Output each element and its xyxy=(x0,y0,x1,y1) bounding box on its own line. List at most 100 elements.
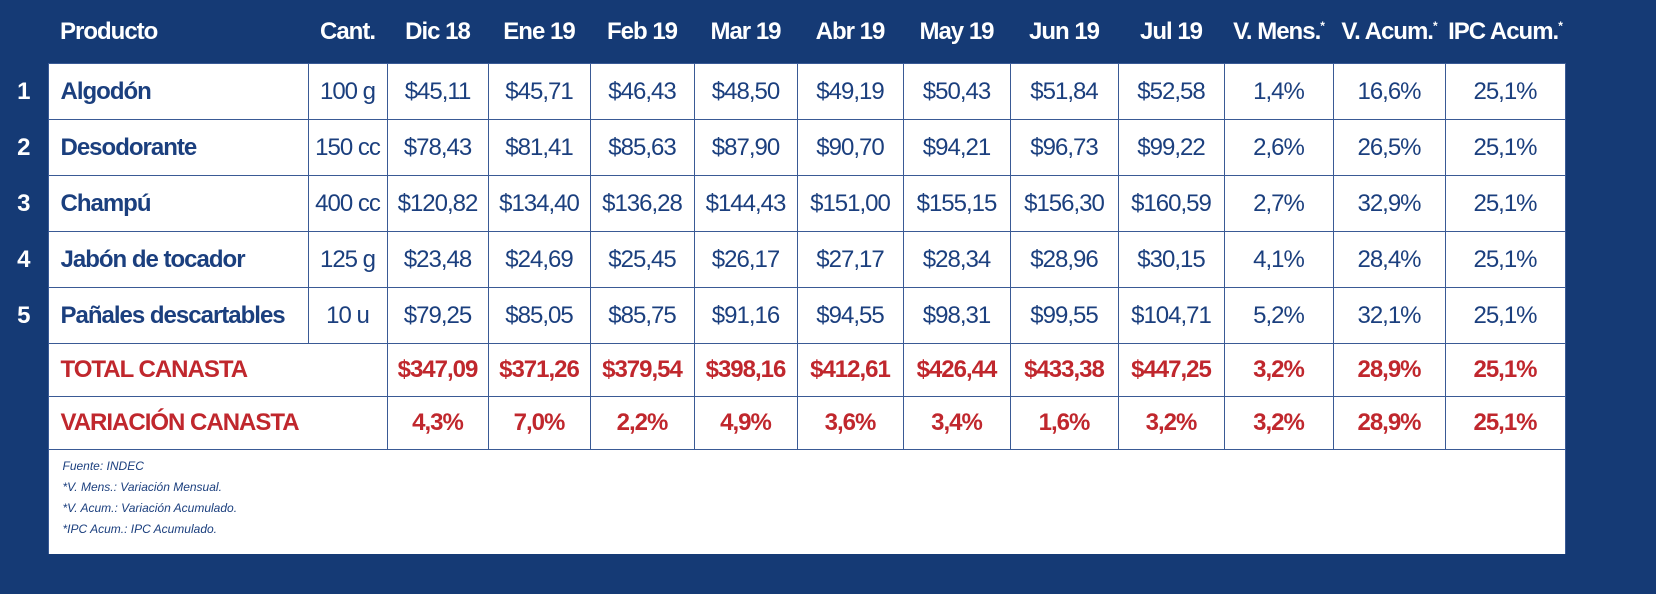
product-name: Algodón xyxy=(47,63,309,120)
value-cell: 28,4% xyxy=(1332,231,1446,288)
footnote: *V. Mens.: Variación Mensual. xyxy=(62,480,222,494)
column-header: V. Mens.* xyxy=(1224,0,1333,64)
quantity: 400 cc xyxy=(307,175,388,232)
column-header: Dic 18 xyxy=(387,0,488,64)
column-header-label: May 19 xyxy=(919,17,994,45)
value-cell: $99,55 xyxy=(1009,287,1119,344)
total-value-cell: 2,2% xyxy=(589,396,695,450)
total-label: VARIACIÓN CANASTA xyxy=(47,396,388,450)
column-header: Mar 19 xyxy=(694,0,797,64)
table-row: 4 Jabón de tocador 125 g $23,48 $24,69 $25,45… xyxy=(0,231,1566,288)
product-name: Pañales descartables xyxy=(47,287,309,344)
column-header-label: Jun 19 xyxy=(1028,17,1100,45)
value-cell: 25,1% xyxy=(1444,175,1566,232)
total-value-cell: 25,1% xyxy=(1444,396,1566,450)
header-row: Producto Cant. Dic 18 Ene 19 Feb 19 Mar 19 Abr… xyxy=(0,0,1565,64)
column-header: Ene 19 xyxy=(488,0,590,64)
value-cell: $94,55 xyxy=(796,287,904,344)
column-header: Producto xyxy=(48,0,308,64)
variation-row: VARIACIÓN CANASTA 4,3% 7,0% 2,2% 4,9% 3,6% 3,4… xyxy=(0,396,1566,450)
value-cell: $45,11 xyxy=(386,63,489,120)
value-cell: $25,45 xyxy=(589,231,695,288)
table-row: 2 Desodorante 150 cc $78,43 $81,41 $85,63 $87,… xyxy=(0,119,1566,176)
table-row: 1 Algodón 100 g $45,11 $45,71 $46,43 $48,50 $49… xyxy=(0,63,1566,120)
total-value-cell: 25,1% xyxy=(1444,343,1566,397)
row-number: 5 xyxy=(0,287,48,344)
value-cell: $85,75 xyxy=(589,287,695,344)
quantity: 10 u xyxy=(307,287,388,344)
column-header-label: Producto xyxy=(60,17,158,45)
value-cell: $91,16 xyxy=(693,287,798,344)
column-header-label: Mar 19 xyxy=(710,17,781,45)
value-cell: $30,15 xyxy=(1117,231,1225,288)
value-cell: $79,25 xyxy=(386,287,489,344)
value-cell: 2,6% xyxy=(1223,119,1334,176)
table-row: 3 Champú 400 cc $120,82 $134,40 $136,28 $144,4… xyxy=(0,175,1566,232)
total-value-cell: 3,2% xyxy=(1223,343,1334,397)
value-cell: 26,5% xyxy=(1332,119,1446,176)
total-value-cell: $433,38 xyxy=(1009,343,1119,397)
column-header-label: Feb 19 xyxy=(606,17,678,45)
value-cell: $48,50 xyxy=(693,63,798,120)
column-header: May 19 xyxy=(903,0,1010,64)
value-cell: $45,71 xyxy=(487,63,591,120)
value-cell: $46,43 xyxy=(589,63,695,120)
value-cell: 25,1% xyxy=(1444,287,1566,344)
asterisk-mark: * xyxy=(1558,18,1563,33)
product-name: Desodorante xyxy=(47,119,309,176)
row-number xyxy=(0,343,48,397)
value-cell: 25,1% xyxy=(1444,63,1566,120)
value-cell: $134,40 xyxy=(487,175,591,232)
header-spacer xyxy=(0,0,48,64)
value-cell: 2,7% xyxy=(1223,175,1334,232)
total-value-cell: $447,25 xyxy=(1117,343,1225,397)
total-value-cell: 3,6% xyxy=(796,396,904,450)
total-value-cell: 4,3% xyxy=(386,396,489,450)
value-cell: $96,73 xyxy=(1009,119,1119,176)
footnote: *IPC Acum.: IPC Acumulado. xyxy=(62,522,218,536)
value-cell: $51,84 xyxy=(1009,63,1119,120)
product-name: Jabón de tocador xyxy=(47,231,309,288)
value-cell: $144,43 xyxy=(693,175,798,232)
value-cell: $52,58 xyxy=(1117,63,1225,120)
table-row: 5 Pañales descartables 10 u $79,25 $85,05 $85… xyxy=(0,287,1566,344)
price-table: Producto Cant. Dic 18 Ene 19 Feb 19 Mar 19 Abr… xyxy=(0,0,1566,554)
column-header-label: Cant. xyxy=(320,17,376,45)
value-cell: 25,1% xyxy=(1444,231,1566,288)
row-number: 2 xyxy=(0,119,48,176)
value-cell: $78,43 xyxy=(386,119,489,176)
value-cell: $136,28 xyxy=(589,175,695,232)
asterisk-mark: * xyxy=(1432,18,1438,33)
value-cell: $156,30 xyxy=(1009,175,1119,232)
total-value-cell: $379,54 xyxy=(589,343,695,397)
value-cell: $151,00 xyxy=(796,175,904,232)
total-row: TOTAL CANASTA $347,09 $371,26 $379,54 $398,1… xyxy=(0,343,1566,397)
value-cell: $160,59 xyxy=(1117,175,1225,232)
total-value-cell: $371,26 xyxy=(487,343,591,397)
value-cell: $98,31 xyxy=(902,287,1011,344)
total-value-cell: 3,4% xyxy=(902,396,1011,450)
total-value-cell: 3,2% xyxy=(1117,396,1225,450)
total-value-cell: 28,9% xyxy=(1332,396,1446,450)
quantity: 125 g xyxy=(307,231,388,288)
value-cell: $26,17 xyxy=(693,231,798,288)
column-header-label: Jul 19 xyxy=(1139,17,1203,45)
footnote-row: Fuente: INDEC *V. Mens.: Variación Mensua… xyxy=(0,449,1566,554)
value-cell: $90,70 xyxy=(796,119,904,176)
value-cell: $28,34 xyxy=(902,231,1011,288)
total-value-cell: $412,61 xyxy=(796,343,904,397)
footnote: Fuente: INDEC xyxy=(62,459,144,473)
column-header-label: IPC Acum. xyxy=(1448,17,1559,45)
column-header: Feb 19 xyxy=(590,0,694,64)
value-cell: $49,19 xyxy=(796,63,904,120)
value-cell: $28,96 xyxy=(1009,231,1119,288)
quantity: 100 g xyxy=(307,63,388,120)
column-header: Abr 19 xyxy=(797,0,903,64)
product-name: Champú xyxy=(47,175,309,232)
value-cell: $85,63 xyxy=(589,119,695,176)
row-number: 1 xyxy=(0,63,48,120)
column-header: Cant. xyxy=(308,0,387,64)
footnote: *V. Acum.: Variación Acumulado. xyxy=(62,501,238,515)
total-label: TOTAL CANASTA xyxy=(47,343,388,397)
total-value-cell: 28,9% xyxy=(1332,343,1446,397)
